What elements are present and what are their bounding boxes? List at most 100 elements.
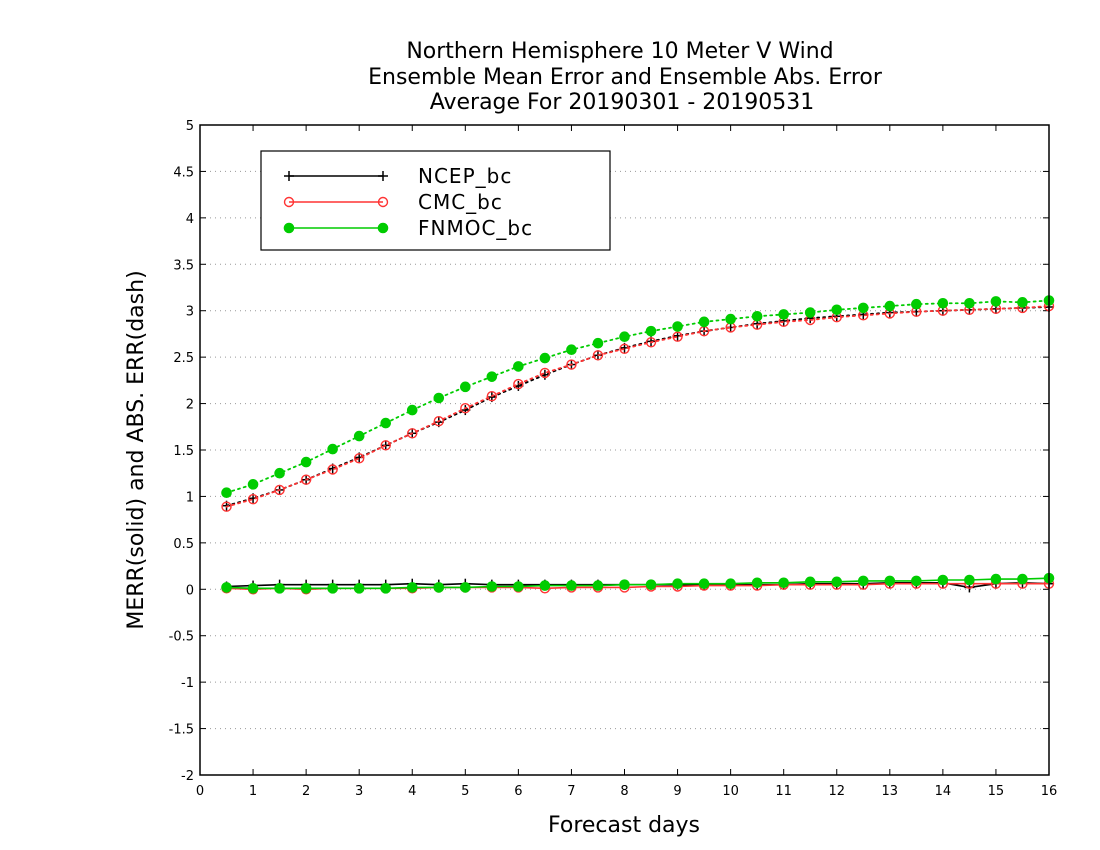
series-cmc_bc-abs-error-point bbox=[327, 464, 338, 475]
series-fnmoc_bc-mean-error-point bbox=[274, 583, 285, 594]
legend-box bbox=[260, 150, 611, 251]
series-fnmoc_bc-abs-error-point bbox=[964, 297, 975, 309]
legend-marker-end-ncep_bc bbox=[378, 171, 388, 181]
series-fnmoc_bc-abs-error-point bbox=[751, 310, 763, 322]
series-fnmoc_bc-abs-error-point bbox=[619, 331, 630, 343]
series-fnmoc_bc-mean-error-point bbox=[698, 578, 710, 590]
y-tick-label: -0.5 bbox=[169, 630, 194, 645]
x-tick-label: 2 bbox=[302, 784, 310, 799]
series-cmc_bc-abs-error-point bbox=[274, 484, 285, 496]
x-axis-label: Forecast days bbox=[548, 813, 700, 838]
grid-lines bbox=[200, 170, 1049, 730]
series-fnmoc_bc-mean-error-point bbox=[804, 576, 816, 588]
series-fnmoc_bc-mean-error-point bbox=[566, 580, 577, 591]
series-cmc_bc-abs-error-point bbox=[619, 343, 630, 354]
series-cmc_bc-abs-error-point bbox=[353, 453, 365, 464]
series-fnmoc_bc bbox=[221, 295, 1055, 594]
y-tick-label: -1 bbox=[181, 676, 194, 691]
series-cmc_bc-abs-error-point bbox=[645, 337, 657, 348]
y-tick-label: 1.5 bbox=[173, 444, 194, 459]
series-fnmoc_bc-mean-error-point bbox=[672, 578, 683, 590]
legend-label-cmc_bc: CMC_bc bbox=[418, 190, 503, 214]
y-tick-label: 0 bbox=[186, 583, 194, 598]
plot-frame bbox=[199, 124, 1050, 776]
y-tick-label: -2 bbox=[181, 769, 194, 784]
x-tick-label: 1 bbox=[249, 784, 257, 799]
chart-title-line-1: Northern Hemisphere 10 Meter V Wind bbox=[406, 39, 833, 64]
series-fnmoc_bc-mean-error-point bbox=[247, 583, 259, 594]
series-fnmoc_bc-mean-error-point bbox=[592, 580, 604, 591]
series-fnmoc_bc-mean-error-point bbox=[725, 578, 736, 590]
series-cmc_bc-abs-error-point bbox=[460, 403, 471, 414]
series-cmc_bc-abs-error-point bbox=[433, 416, 444, 427]
series-fnmoc_bc-abs-error-point bbox=[857, 302, 869, 314]
y-tick-label: 3 bbox=[186, 305, 194, 320]
series-fnmoc_bc-abs-error-point bbox=[460, 381, 471, 393]
series-fnmoc_bc-mean-error-point bbox=[513, 581, 524, 592]
series-fnmoc_bc-abs-error-point bbox=[831, 304, 843, 316]
series-fnmoc_bc-mean-error-point bbox=[460, 582, 471, 593]
series-fnmoc_bc-abs-error-point bbox=[778, 309, 789, 320]
series-fnmoc_bc-abs-error-point bbox=[513, 361, 524, 372]
series-fnmoc_bc-mean-error-point bbox=[486, 581, 498, 592]
y-tick-label: 2.5 bbox=[173, 351, 194, 366]
series-fnmoc_bc-abs-error-point bbox=[990, 296, 1002, 307]
legend-marker-start-fnmoc_bc bbox=[283, 222, 295, 234]
legend-marker-start-cmc_bc bbox=[283, 196, 295, 208]
series-fnmoc_bc-abs-error-point bbox=[645, 325, 657, 337]
y-axis-label: MERR(solid) and ABS. ERR(dash) bbox=[124, 270, 149, 629]
series-cmc_bc-abs-error-point bbox=[566, 359, 577, 370]
y-tick-label: 4.5 bbox=[173, 165, 194, 180]
y-tick-label: 1 bbox=[186, 490, 194, 505]
series-fnmoc_bc-abs-error-point bbox=[592, 337, 604, 349]
series-fnmoc_bc-abs-error-point bbox=[566, 344, 577, 356]
y-tick-label: 4 bbox=[186, 212, 194, 227]
series-fnmoc_bc-mean-error-point bbox=[857, 575, 869, 587]
series-fnmoc_bc-mean-error-point bbox=[539, 580, 551, 591]
series-fnmoc_bc-mean-error-point bbox=[1017, 573, 1028, 585]
x-tick-label: 11 bbox=[775, 784, 792, 799]
series-fnmoc_bc-abs-error-point bbox=[1017, 297, 1028, 308]
legend-marker-end-cmc_bc bbox=[377, 196, 389, 208]
series-fnmoc_bc-abs-error-point bbox=[274, 467, 285, 479]
series-cmc_bc bbox=[221, 300, 1055, 595]
series-fnmoc_bc-abs-error-point bbox=[221, 487, 232, 499]
x-tick-label: 10 bbox=[722, 784, 739, 799]
x-tick-label: 14 bbox=[935, 784, 952, 799]
series-fnmoc_bc-mean-error-point bbox=[884, 575, 896, 587]
series-cmc_bc-abs-error-point bbox=[672, 331, 683, 342]
series-cmc_bc-abs-error-point bbox=[539, 367, 551, 379]
legend-marker-start-ncep_bc bbox=[284, 171, 294, 181]
x-tick-label: 0 bbox=[196, 784, 204, 799]
series-fnmoc_bc-abs-error-point bbox=[911, 298, 922, 310]
series-fnmoc_bc-mean-error-point bbox=[645, 579, 657, 590]
series-fnmoc_bc-mean-error-point bbox=[327, 583, 338, 594]
series-cmc_bc-abs-error-point bbox=[407, 428, 418, 439]
series-fnmoc_bc-abs-error-point bbox=[698, 316, 710, 328]
series-fnmoc_bc-mean-error-point bbox=[937, 574, 949, 586]
series-cmc_bc-abs-error-point bbox=[592, 350, 604, 361]
x-tick-label: 16 bbox=[1041, 784, 1058, 799]
series-cmc_bc-abs-error-point bbox=[300, 474, 312, 485]
legend-marker-end-fnmoc_bc bbox=[377, 222, 389, 234]
series-fnmoc_bc-abs-error-point bbox=[937, 297, 949, 309]
legend-label-fnmoc_bc: FNMOC_bc bbox=[418, 216, 533, 240]
series-fnmoc_bc-abs-error-point bbox=[672, 321, 683, 332]
legend-entry-ncep_bc: NCEP_bc bbox=[284, 164, 512, 188]
series-fnmoc_bc-abs-error-point bbox=[486, 371, 498, 382]
series-fnmoc_bc-abs-error-point bbox=[884, 300, 896, 312]
series-fnmoc_bc-abs-error-point bbox=[327, 443, 338, 455]
series-fnmoc_bc-abs-error-point bbox=[539, 352, 551, 364]
x-tick-label: 8 bbox=[620, 784, 628, 799]
x-tick-label: 9 bbox=[673, 784, 681, 799]
series-fnmoc_bc-mean-error-point bbox=[964, 574, 975, 586]
series-fnmoc_bc-abs-error-point bbox=[300, 456, 312, 468]
series-cmc_bc-abs-error-point bbox=[513, 378, 524, 390]
series-fnmoc_bc-mean-error-point bbox=[751, 577, 763, 589]
series-fnmoc_bc-mean-error-point bbox=[353, 583, 365, 594]
series-fnmoc_bc-mean-error-point bbox=[433, 582, 445, 593]
series-fnmoc_bc-mean-error-point bbox=[778, 577, 789, 589]
series-fnmoc_bc-mean-error-point bbox=[990, 573, 1002, 585]
legend-label-ncep_bc: NCEP_bc bbox=[418, 164, 512, 188]
